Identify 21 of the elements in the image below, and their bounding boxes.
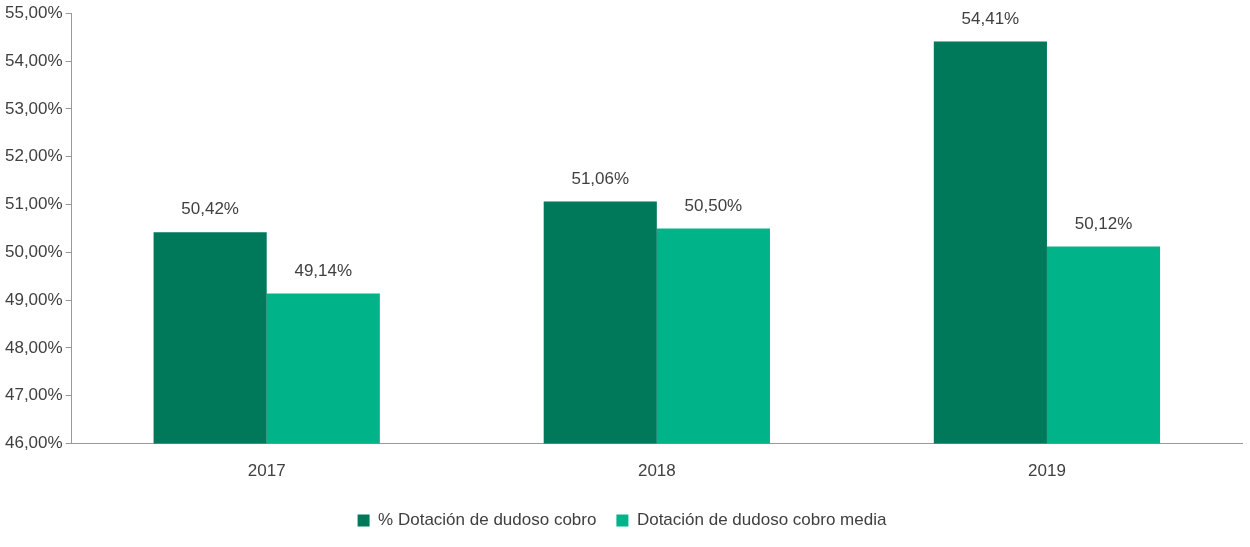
y-tick-label: 49,00% xyxy=(4,289,63,309)
data-label: 50,12% xyxy=(1074,213,1133,233)
data-label: 54,41% xyxy=(961,8,1020,28)
data-label: 50,50% xyxy=(684,195,743,215)
data-label: 50,42% xyxy=(181,199,239,219)
y-tick-label: 46,00% xyxy=(4,433,63,453)
x-tick-label: 2019 xyxy=(1028,461,1066,481)
legend-label: % Dotación de dudoso cobro xyxy=(378,510,597,530)
x-tick-label: 2018 xyxy=(637,461,676,481)
y-tick-label: 50,00% xyxy=(4,242,63,261)
y-tick-label: 51,00% xyxy=(4,194,63,214)
y-tick-label: 54,00% xyxy=(4,50,63,70)
data-label: 49,14% xyxy=(294,260,353,280)
y-tick-label: 52,00% xyxy=(4,146,63,166)
data-label: 51,06% xyxy=(571,168,630,188)
x-tick-label: 2017 xyxy=(247,461,286,481)
y-tick-label: 47,00% xyxy=(4,385,63,405)
legend-label: Dotación de dudoso cobro media xyxy=(636,510,887,530)
y-tick-label: 48,00% xyxy=(4,337,63,357)
y-tick-label: 53,00% xyxy=(4,98,63,118)
y-tick-label: 55,00% xyxy=(4,2,63,22)
